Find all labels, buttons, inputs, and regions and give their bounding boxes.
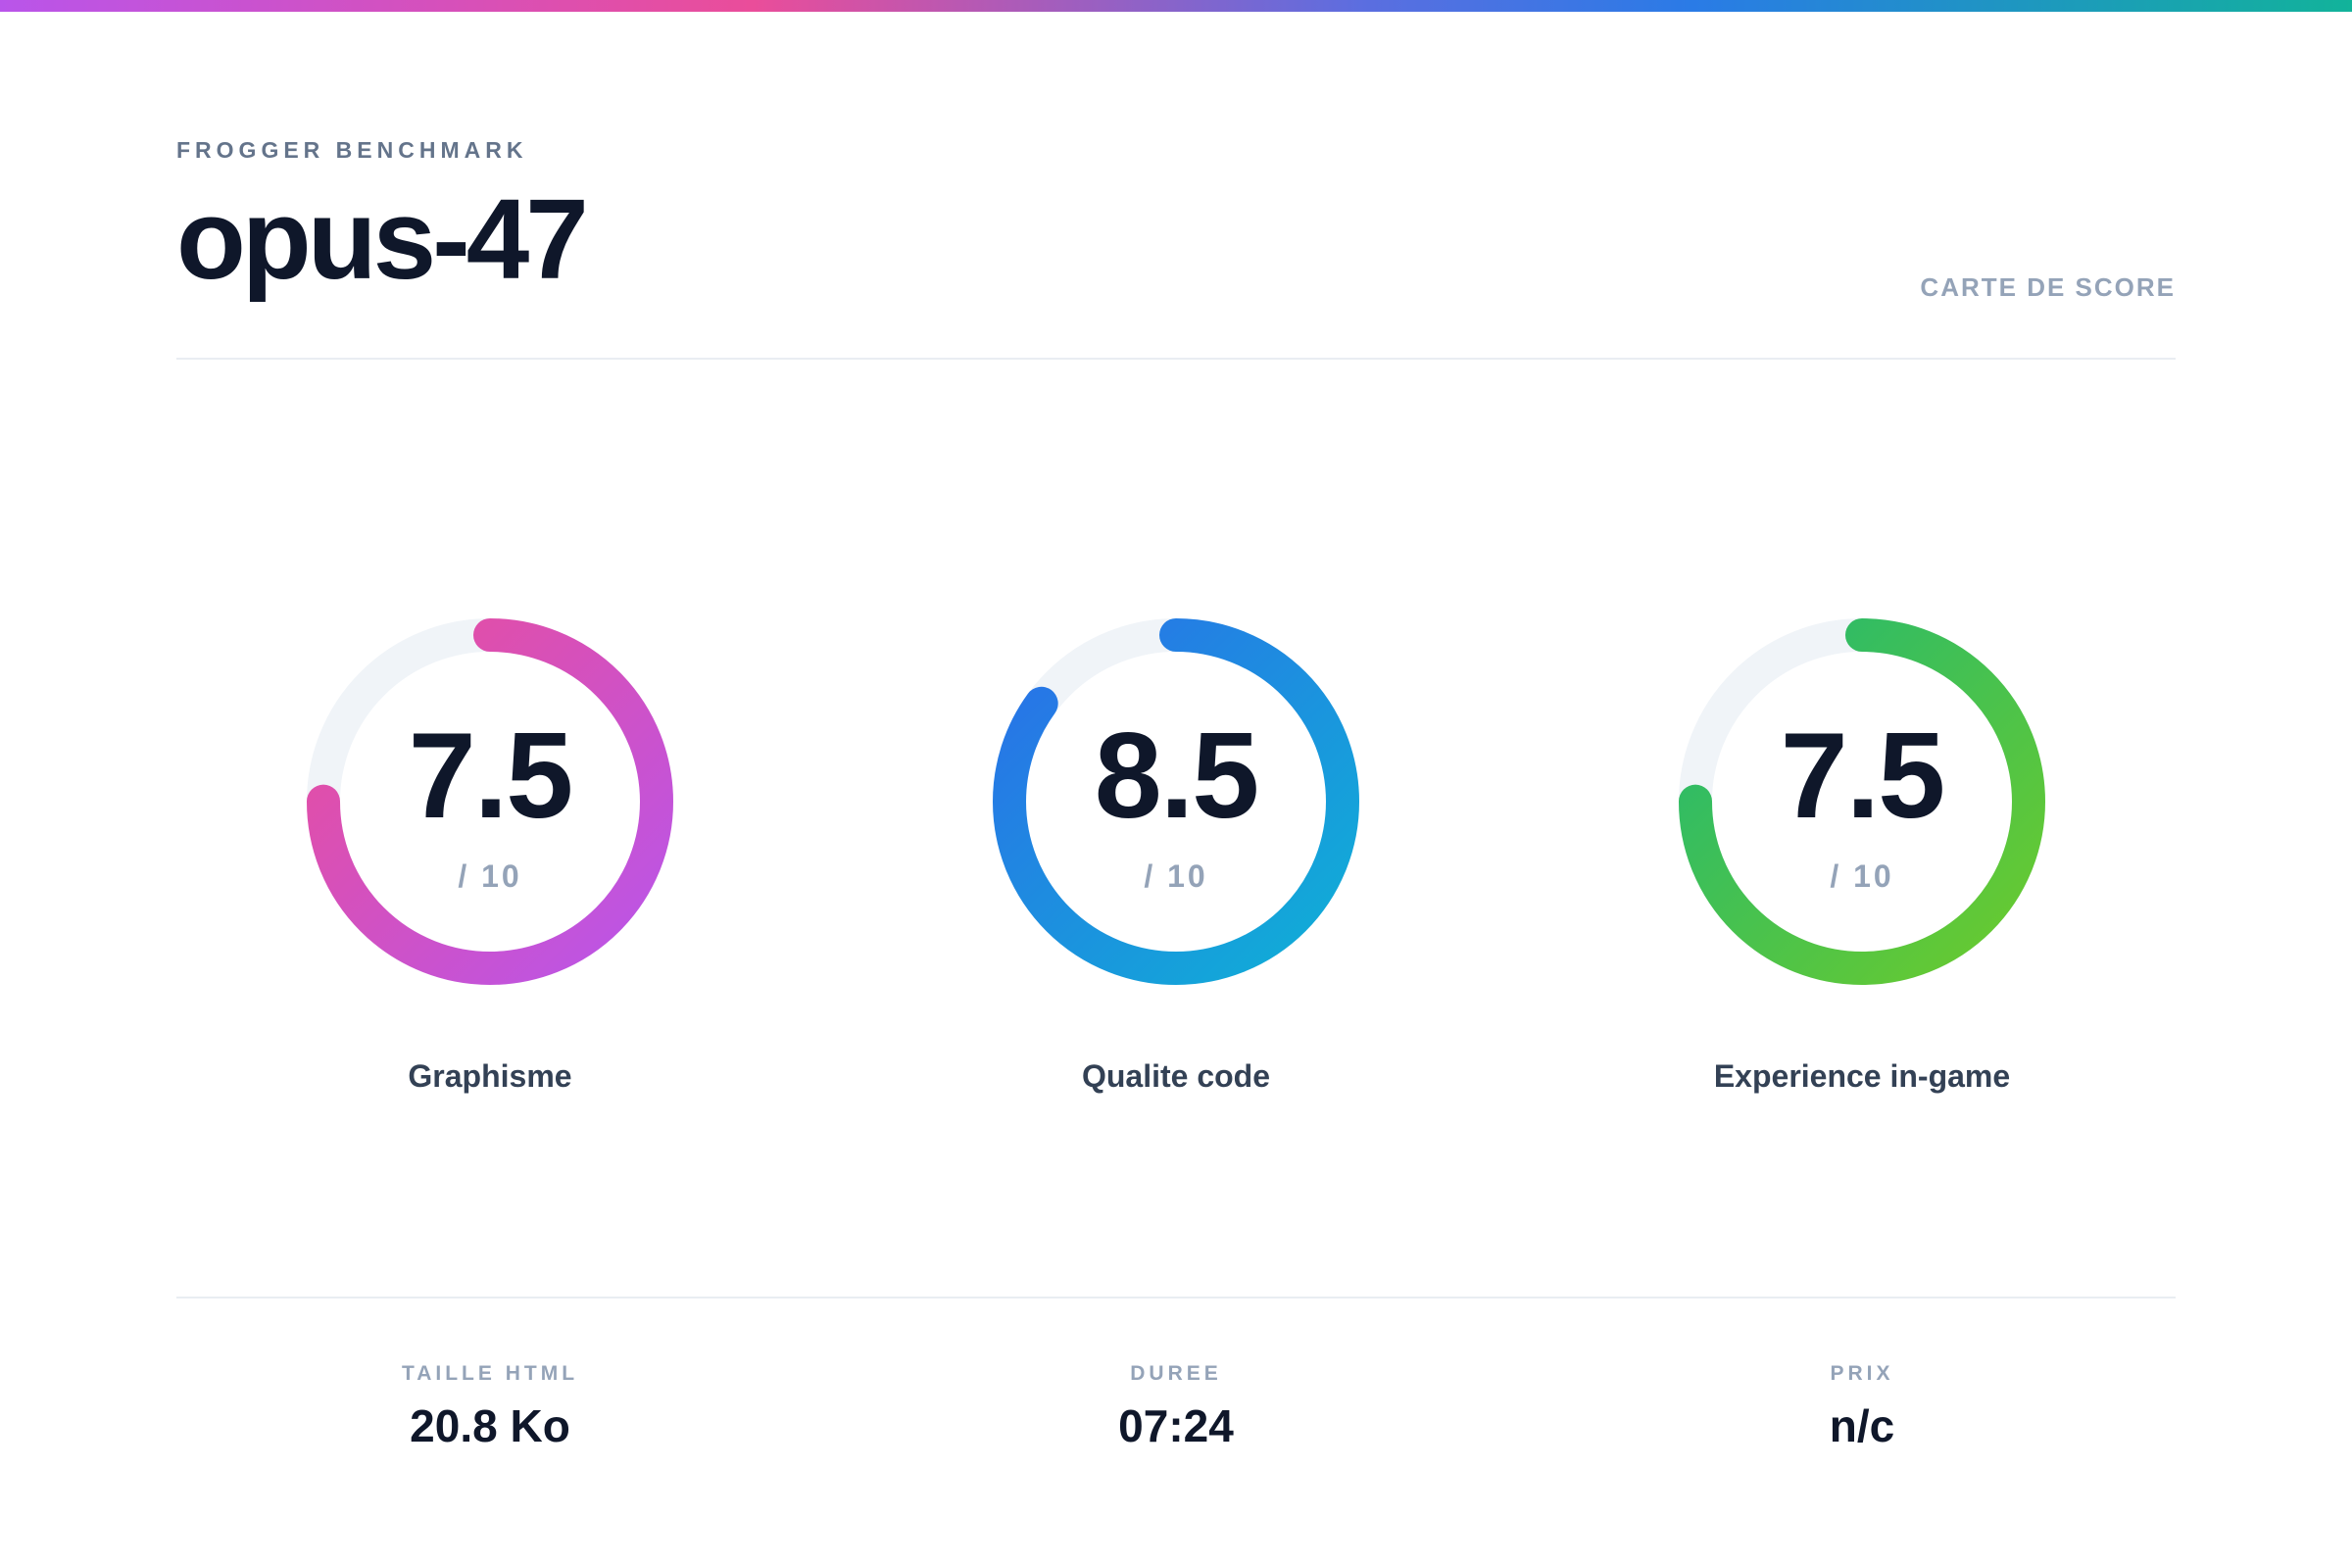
gauge-progress-arc xyxy=(993,618,1359,985)
gauge-qualite-code: 8.5 / 10 Qualite code xyxy=(980,617,1372,1107)
stat-label: PRIX xyxy=(1830,1362,1894,1385)
gauge-graphisme: 7.5 / 10 Graphisme xyxy=(294,617,686,1107)
stat-value: n/c xyxy=(1829,1400,1895,1451)
gauge-score-value: 8.5 xyxy=(1094,709,1259,844)
gauge-ring xyxy=(307,618,673,985)
gauge-score-value: 7.5 xyxy=(408,709,573,844)
stat-html-size: TAILLE HTML 20.8 Ko xyxy=(294,1362,686,1452)
stat-label: DUREE xyxy=(1130,1362,1222,1385)
stat-duration: DUREE 07:24 xyxy=(980,1362,1372,1452)
gauge-label: Experience in-game xyxy=(1713,1058,2011,1094)
page-header: FROGGER BENCHMARK opus-47 CARTE DE SCORE xyxy=(176,137,2176,360)
stat-value: 07:24 xyxy=(1118,1400,1234,1451)
page-title: opus-47 xyxy=(176,175,589,303)
stats-footer: TAILLE HTML 20.8 Ko DUREE 07:24 PRIX n/c xyxy=(176,1297,2176,1494)
stat-label: TAILLE HTML xyxy=(401,1362,579,1385)
gauge-ring xyxy=(1679,618,2045,985)
gauge-score-value: 7.5 xyxy=(1780,709,1945,844)
gauge-label: Qualite code xyxy=(1081,1058,1271,1094)
gauge-experience-in-game: 7.5 / 10 Experience in-game xyxy=(1666,617,2058,1107)
gauge-score-max: / 10 xyxy=(1144,858,1208,894)
gauge-progress-arc xyxy=(1679,618,2045,985)
gauge-progress-arc xyxy=(307,618,673,985)
benchmark-eyebrow: FROGGER BENCHMARK xyxy=(176,137,528,163)
stat-price: PRIX n/c xyxy=(1666,1362,2058,1452)
gauge-score-max: / 10 xyxy=(1830,858,1894,894)
score-gauges: 7.5 / 10 Graphisme 8.5 / 10 Qualite code… xyxy=(176,617,2176,1107)
gauge-label: Graphisme xyxy=(408,1058,572,1094)
gauge-score-max: / 10 xyxy=(458,858,522,894)
gauge-ring xyxy=(993,618,1359,985)
top-gradient-bar xyxy=(0,0,2352,12)
scorecard-label: CARTE DE SCORE xyxy=(1920,272,2176,302)
stat-value: 20.8 Ko xyxy=(410,1400,570,1451)
